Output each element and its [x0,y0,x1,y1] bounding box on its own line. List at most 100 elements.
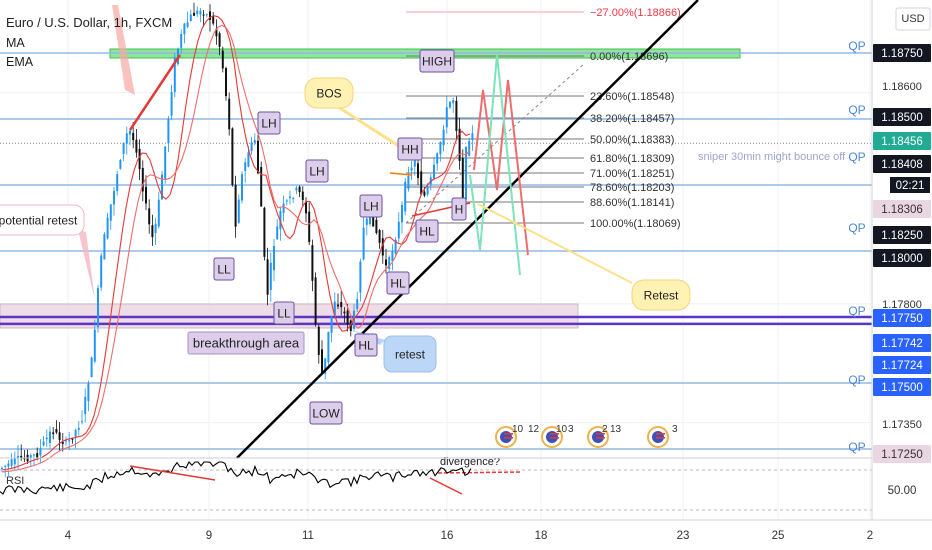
candle-body [97,288,99,327]
candle-body [375,219,378,234]
candle-body [81,421,83,423]
candle-body [45,437,48,440]
candle-body [423,191,426,196]
candle-body [122,142,125,154]
candle-body [1,467,3,469]
candle-body [417,163,419,178]
structure-label[interactable]: LL [273,301,295,325]
candle-body [237,199,240,223]
event-flag-icon[interactable] [587,426,609,448]
candle-body [77,427,80,430]
rsi-level-label: 50.00 [888,485,917,497]
drawings [78,0,699,474]
structure-label[interactable]: LOW [309,401,343,425]
price-badge: 1.17750 [873,309,931,327]
candle-body [455,100,458,131]
x-tick-label: 16 [441,530,454,542]
candle-body [292,198,295,200]
retest-label-left[interactable]: retest [383,335,437,373]
retest-label[interactable]: Retest [631,279,691,311]
fib-level-label: 78.60%(1.18203) [590,182,674,194]
svg-text:1.17742: 1.17742 [881,338,923,350]
candle-body [436,153,439,164]
fib-level-label: 71.00%(1.18251) [590,168,674,180]
retest-pointer [477,203,633,284]
time-axis: 4 9 11 16 18 23 25 2 [0,519,932,550]
candle-body [193,12,195,16]
event-count: 13 [610,424,622,435]
candle-body [413,158,416,167]
candle-body [65,440,67,442]
annotations: BOS Retest retest potential retest breakthro… [0,49,846,468]
x-tick-label: 23 [677,530,690,542]
y-tick-label: 1.17350 [882,419,922,431]
event-flag-icon[interactable] [541,426,563,448]
candle-body [282,203,285,213]
structure-label[interactable]: LH [359,194,383,218]
candles [1,2,474,478]
candle-body [250,142,253,152]
structure-label[interactable]: HL [415,219,439,243]
structure-label[interactable]: HIGH [419,49,455,73]
potential-retest-label[interactable]: potential retest [0,204,85,236]
structure-label[interactable]: LH [305,159,329,183]
x-tick-label: 2 [867,530,873,542]
svg-text:LOW: LOW [312,406,340,420]
event-count: 10 [556,424,568,435]
svg-text:LH: LH [261,116,276,130]
candle-body [449,101,451,108]
candle-body [183,23,186,35]
event-count: 3 [568,424,574,435]
candle-body [465,147,467,200]
candle-body [346,310,349,325]
economic-events: 10 12 10 3 2 13 3 [495,424,678,448]
fib-level-label: 38.20%(1.18457) [590,113,674,125]
indicator-label[interactable]: MA [6,36,25,50]
candle-body [103,234,106,260]
structure-label[interactable]: HL [354,333,378,357]
svg-text:breakthrough area: breakthrough area [193,336,300,351]
sniper-note: sniper 30min might bounce off [698,151,846,163]
structure-label[interactable]: HL [386,271,410,295]
structure-label[interactable]: HH [397,137,423,161]
horizontal-levels [0,52,872,450]
candle-body [394,239,397,254]
breakthrough-area-label[interactable]: breakthrough area [187,331,305,355]
candle-body [317,326,320,355]
candle-body [327,331,330,363]
event-flag-icon[interactable] [495,426,517,448]
indicator-label[interactable]: EMA [6,55,34,69]
svg-text:1.18500: 1.18500 [881,112,923,124]
x-tick-label: 4 [65,530,72,542]
event-flag-icon[interactable] [647,426,669,448]
fib-level-label: 0.00%(1.18696) [590,51,668,63]
candle-body [119,160,122,169]
structure-label[interactable]: LL [213,257,235,281]
candle-body [257,140,259,174]
candle-body [234,184,237,227]
candle-body [247,152,250,167]
price-badge: 1.18306 [873,200,931,218]
svg-text:HL: HL [358,338,374,352]
candle-body [333,301,336,316]
event-count: 2 [602,424,608,435]
candle-body [4,465,7,467]
svg-text:1.18250: 1.18250 [881,230,923,242]
structure-label[interactable]: LH [257,111,281,135]
svg-text:potential retest: potential retest [0,213,78,227]
svg-text:LL: LL [217,262,231,276]
candle-body [52,432,55,435]
candle-body [365,218,368,225]
fib-level-label: 50.00%(1.18383) [590,134,674,146]
candle-body [269,262,272,291]
svg-text:H: H [455,202,464,216]
event-count: 10 [512,424,524,435]
bos-label[interactable]: BOS [304,77,354,109]
candle-body [433,164,435,179]
structure-label[interactable]: H [451,197,467,221]
x-tick-label: 11 [302,530,314,542]
fib-level-label: 100.00%(1.18069) [590,218,681,230]
candle-body [231,128,234,186]
price-badge: 1.18000 [873,249,931,267]
